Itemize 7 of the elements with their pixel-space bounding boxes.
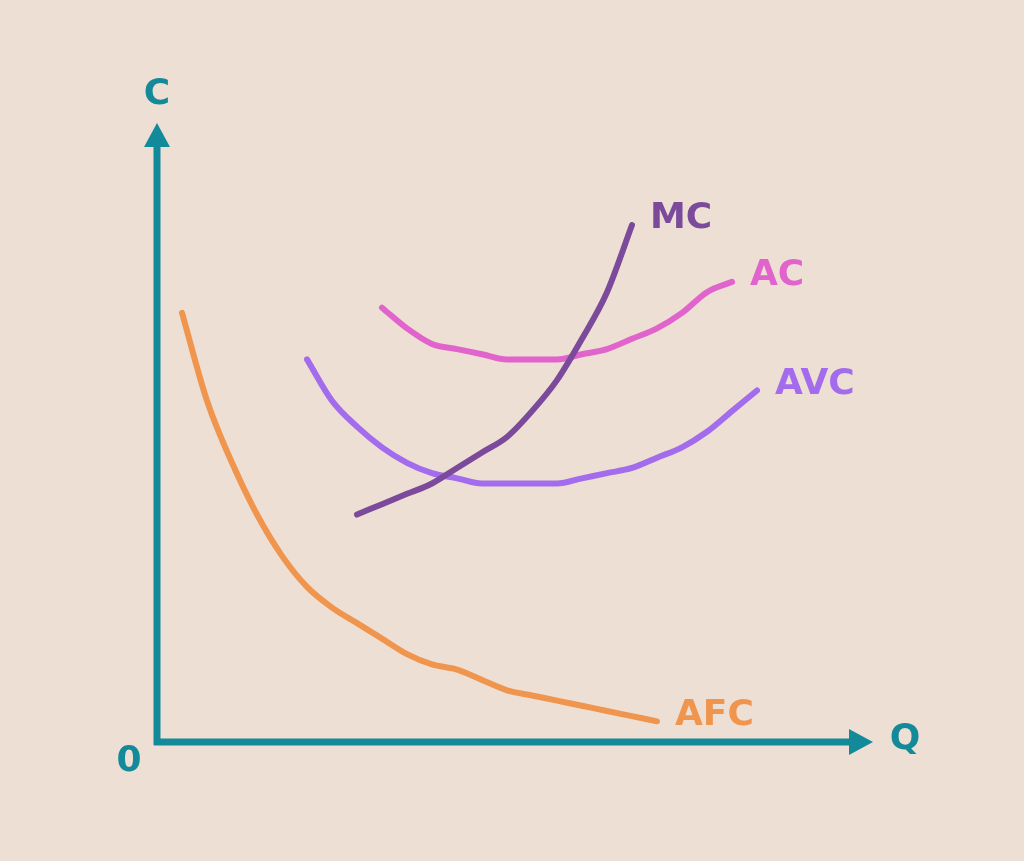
series-label: AFC — [675, 691, 754, 733]
series-label: MC — [650, 195, 713, 237]
series-label: AC — [750, 252, 805, 294]
y-axis-title: C — [143, 71, 171, 113]
series-label: AVC — [775, 360, 855, 402]
x-axis-title: Q — [889, 716, 921, 758]
text: 0 — [116, 738, 142, 780]
